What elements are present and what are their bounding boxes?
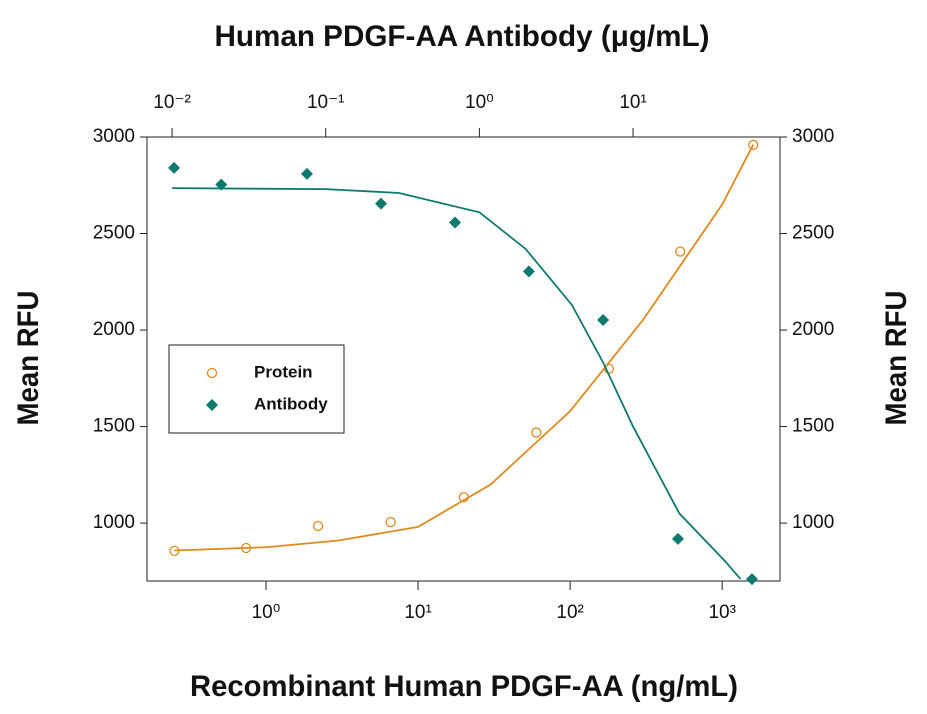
x2-tick-label: 10¹ [619,92,646,113]
fit-curve [172,187,742,580]
data-point [312,520,324,532]
x-tick-label: 10⁰ [252,602,281,623]
legend-marker [206,367,218,379]
legend-box [168,344,345,434]
y-tick-label: 1000 [93,512,135,533]
y2-tick-label: 1000 [792,512,834,533]
x2-tick-label: 10⁰ [465,92,494,113]
data-point [597,314,610,327]
y2-tick-label: 3000 [792,126,834,147]
data-point [745,573,758,586]
x-tick-label: 10¹ [404,602,431,623]
data-point [675,246,686,257]
y2-axis-label: Mean RFU [880,291,913,426]
x-tick-label: 10³ [708,602,735,623]
data-point [240,542,252,554]
y-tick-label: 3000 [93,126,135,147]
top-axis-title: Human PDGF-AA Antibody (μg/mL) [215,20,710,53]
x-tick-label: 10² [556,602,583,623]
fit-curve [174,144,755,552]
x2-tick-label: 10⁻² [153,92,191,113]
data-point [169,545,180,557]
legend-label: Antibody [254,394,328,413]
legend-marker [206,399,218,411]
data-point [522,265,535,278]
x2-tick-label: 10⁻¹ [307,92,345,113]
data-point [385,516,396,528]
y-tick-label: 2000 [93,319,135,340]
plot-frame [146,136,781,582]
data-point [300,167,313,180]
data-point [531,427,542,438]
y2-tick-label: 2500 [792,223,834,244]
data-point [449,216,462,229]
y-tick-label: 1500 [93,416,135,437]
y2-tick-label: 1500 [792,416,834,437]
data-point [671,532,684,545]
data-point [168,161,181,174]
data-point [215,178,228,191]
y-tick-label: 2500 [93,223,135,244]
legend-label: Protein [254,362,313,381]
y-axis-label: Mean RFU [12,291,45,426]
x-axis-label: Recombinant Human PDGF-AA (ng/mL) [190,670,738,703]
data-point [748,139,759,151]
data-point [458,492,469,503]
y2-tick-label: 2000 [792,319,834,340]
data-point [375,197,388,210]
